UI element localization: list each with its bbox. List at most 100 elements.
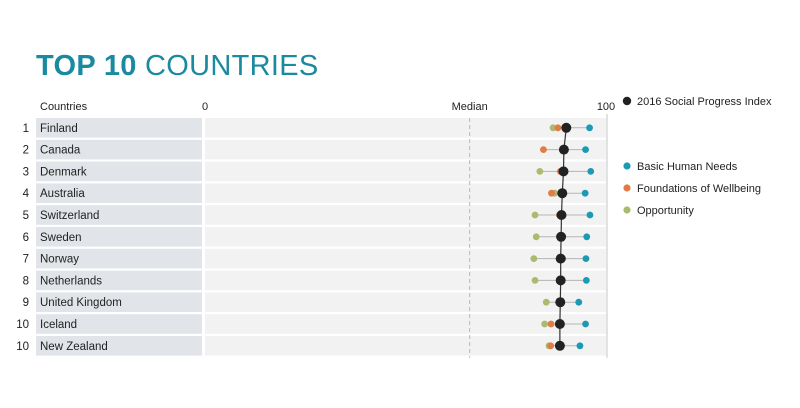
- country-name-box: [36, 314, 202, 334]
- country-name-box: [36, 183, 202, 203]
- legend-basic-needs: Basic Human Needs: [623, 161, 738, 173]
- row-track: [205, 227, 606, 247]
- country-row: 6 Sweden: [23, 231, 591, 244]
- country-row: 7 Norway: [23, 253, 590, 266]
- rank-label: 10: [16, 341, 29, 353]
- country-name-box: [36, 248, 202, 269]
- spi-dot: [556, 210, 567, 220]
- rank-label: 1: [23, 123, 29, 135]
- spi-dot: [558, 166, 569, 177]
- basic-needs-dot: [582, 255, 590, 262]
- row-track: [205, 314, 606, 334]
- foundations-dot: [547, 342, 555, 350]
- basic-needs-dot: [575, 298, 583, 306]
- axis-min-label: 0: [202, 101, 208, 113]
- chart-title-bold: TOP 10: [36, 50, 137, 82]
- country-name: Canada: [40, 145, 81, 157]
- basic-needs-dot: [586, 211, 594, 219]
- opportunity-dot: [532, 233, 540, 241]
- rank-label: 2: [23, 145, 29, 157]
- basic-needs-dot: [582, 146, 589, 154]
- opportunity-dot: [531, 277, 539, 284]
- opportunity-dot: [549, 124, 557, 132]
- country-name-box: [36, 205, 202, 225]
- opportunity-dot: [531, 211, 539, 219]
- basic-needs-dot: [581, 189, 589, 197]
- legend-spi: 2016 Social Progress Index: [622, 96, 772, 108]
- basic-needs-dot: [586, 124, 593, 132]
- legend-label: Foundations of Wellbeing: [637, 183, 761, 195]
- row-backgrounds: [36, 118, 606, 356]
- legend-foundations: Foundations of Wellbeing: [623, 183, 761, 195]
- country-name: Australia: [40, 188, 85, 200]
- rank-label: 7: [23, 254, 29, 266]
- row-track: [205, 161, 606, 182]
- country-row: 5 Switzerland: [23, 210, 594, 222]
- opportunity-dot: [541, 320, 549, 328]
- spi-dot: [558, 144, 569, 155]
- spi-dot: [557, 188, 568, 199]
- basic-needs-dot: [583, 233, 591, 241]
- legend: 2016 Social Progress Index Basic Human Ne…: [622, 96, 772, 217]
- country-name-box: [36, 139, 202, 160]
- country-row: 2 Canada: [23, 144, 589, 157]
- legend-label: Opportunity: [637, 205, 694, 217]
- opportunity-dot: [542, 298, 550, 306]
- row-track: [205, 292, 606, 312]
- legend-swatch: [623, 184, 631, 192]
- row-track: [205, 248, 606, 269]
- country-name-box: [36, 292, 202, 312]
- spi-dot: [554, 340, 565, 351]
- country-name-box: [36, 118, 202, 138]
- spi-dot: [555, 253, 566, 264]
- country-name: Finland: [40, 123, 78, 135]
- rank-label: 4: [23, 188, 30, 200]
- opportunity-dot: [530, 255, 538, 262]
- countries-header: Countries: [40, 101, 88, 113]
- country-row: 4 Australia: [23, 188, 589, 200]
- rank-label: 9: [23, 297, 29, 309]
- chart-title: TOP 10 COUNTRIES: [36, 50, 319, 83]
- median-label: Median: [452, 101, 488, 113]
- spi-dot: [554, 319, 565, 329]
- country-row: 3 Denmark: [23, 166, 595, 178]
- row-track: [205, 139, 606, 160]
- country-name-box: [36, 227, 202, 247]
- spi-dot: [561, 122, 572, 133]
- country-name-box: [36, 336, 202, 356]
- spi-dot: [555, 275, 566, 286]
- rank-label: 5: [23, 210, 29, 222]
- country-name: New Zealand: [40, 341, 108, 353]
- row-track: [205, 270, 606, 291]
- country-row: 10 Iceland: [16, 319, 589, 331]
- spi-dot: [555, 297, 566, 308]
- foundations-dot: [554, 124, 562, 132]
- legend-label: 2016 Social Progress Index: [637, 96, 772, 108]
- rank-label: 10: [16, 319, 29, 331]
- legend-swatch: [623, 206, 631, 214]
- country-row: 9 United Kingdom: [23, 297, 583, 309]
- row-track: [205, 118, 606, 138]
- country-name: Sweden: [40, 232, 82, 244]
- row-track: [205, 205, 606, 225]
- axis-lines: [469, 114, 608, 358]
- country-name: Switzerland: [40, 210, 99, 222]
- row-track: [205, 183, 606, 203]
- country-name: Norway: [40, 254, 79, 266]
- country-rows: 1 Finland 2 Canada 3 Denmark 4 Australia 5 Switze…: [16, 122, 595, 353]
- opportunity-dot: [536, 168, 544, 175]
- axis-max-label: 100: [597, 101, 615, 113]
- legend-opportunity: Opportunity: [623, 205, 694, 217]
- legend-swatch: [622, 96, 632, 106]
- country-row: 1 Finland: [23, 122, 593, 135]
- country-name: United Kingdom: [40, 297, 122, 309]
- foundations-dot: [540, 146, 547, 154]
- country-name: Denmark: [40, 166, 87, 178]
- chart-title-rest: COUNTRIES: [145, 50, 319, 82]
- country-row: 10 New Zealand: [16, 340, 584, 353]
- row-track: [205, 336, 606, 356]
- spi-dot: [556, 231, 567, 242]
- rank-label: 3: [23, 166, 29, 178]
- legend-label: Basic Human Needs: [637, 161, 738, 173]
